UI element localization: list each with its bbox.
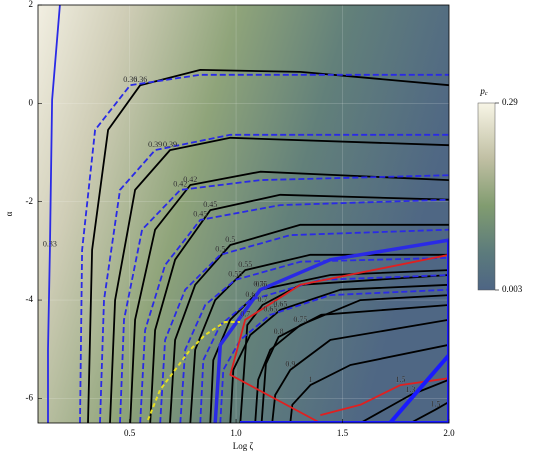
contour-label: 0.5 [215,245,225,254]
contour-line [109,136,449,423]
contour-label: 1 [308,375,312,384]
contour-label: 0.36 [133,75,147,84]
contour-label: 0.75 [253,280,267,289]
contour-line [99,133,449,423]
contour-line [129,170,449,423]
contour-label: 0.45 [203,200,217,209]
contour-label: 0.39 [148,140,162,149]
y-tick-label: 2 [29,0,34,9]
contour-line [119,174,449,423]
x-tick-label: 1.0 [230,428,242,438]
contour-label: 1.5 [395,375,405,384]
x-axis-label: Log ζ [233,441,254,451]
region-outline [147,240,449,423]
colorbar-tick-label: 0.29 [502,97,518,107]
contour-line [87,69,449,423]
plot-background [38,5,449,423]
y-tick-label: -6 [26,392,34,402]
x-tick-label: 2.0 [443,428,455,438]
x-tick-label: 0.5 [124,428,136,438]
contour-label: 0.33 [43,240,57,249]
contour-line [289,343,449,423]
plot-frame [37,4,450,424]
contour-line [149,193,449,423]
contour-label: 0.55 [238,260,252,269]
contour-label: 0.42 [183,175,197,184]
contour-label: 0.9 [285,360,295,369]
contour-line [139,198,449,423]
contour-line [410,401,449,423]
contour-label: 0.65 [273,300,287,309]
contour-label: 0.42 [173,180,187,189]
contour-line [159,228,449,423]
contour-label: 0.7 [257,295,267,304]
colorbar [477,102,496,291]
contour-label: 0.6 [255,280,265,289]
contour-line [254,294,449,423]
contour-label: 0.45 [193,210,207,219]
contour-labels: 0.360.390.420.450.50.550.60.650.70.750.8… [43,75,441,409]
y-tick-label: -4 [26,294,34,304]
contour-label: 0.7 [240,310,250,319]
contour-line [79,73,449,423]
y-tick-label: 0 [29,97,34,107]
contour-label: 0.55 [228,270,242,279]
contour-line [169,223,449,423]
contour-line [239,274,449,423]
contour-label: 1.3 [405,385,415,394]
contour-line [359,378,449,423]
contour-line [229,283,449,423]
contour-label: 0.6 [245,290,255,299]
contour-label: 0.39 [163,140,177,149]
y-axis-label: α [4,211,14,216]
colorbar-tick-label: 0.003 [502,284,523,294]
contour-label: 0.5 [225,235,235,244]
contour-line [47,5,61,423]
contours [47,5,449,423]
contour-label: 1.5 [430,400,440,409]
contour-line [219,288,449,423]
contour-label: 0.8 [274,327,284,336]
contour-line [271,318,449,423]
contour-line [199,274,449,423]
contour-line [229,253,449,423]
colorbar-label: pc [479,86,488,97]
y-tick-label: -2 [26,196,34,206]
x-tick-label: 1.5 [337,428,349,438]
contour-label: 0.36 [123,75,137,84]
contour-label: 0.65 [263,305,277,314]
colorbar-label-main: p [479,86,485,96]
contour-line [260,304,449,423]
colorbar-label-sub: c [485,91,488,97]
contour-label: 0.75 [293,315,307,324]
contour-line [213,238,449,423]
